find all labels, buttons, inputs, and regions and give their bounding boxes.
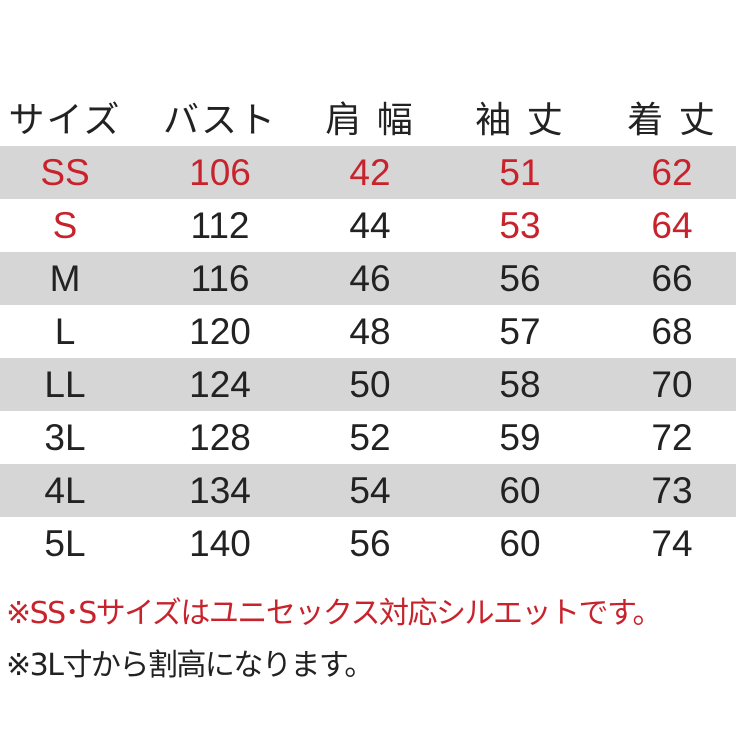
cell-size: 5L xyxy=(44,523,86,564)
cell-sleeve-length: 58 xyxy=(499,364,541,405)
cell-body-length: 64 xyxy=(651,205,693,246)
cell-body-length: 72 xyxy=(651,417,693,458)
cell-bust: 134 xyxy=(189,470,251,511)
cell-shoulder-width: 48 xyxy=(349,311,391,352)
cell-sleeve-length: 53 xyxy=(499,205,541,246)
cell-shoulder-width: 56 xyxy=(349,523,391,564)
cell-bust: 128 xyxy=(189,417,251,458)
table-header: サイズ バスト 肩 幅 袖 丈 着 丈 xyxy=(0,94,736,147)
cell-size: S xyxy=(52,205,78,246)
cell-shoulder-width: 44 xyxy=(349,205,391,246)
cell-bust: 112 xyxy=(190,205,250,246)
cell-shoulder-width: 50 xyxy=(349,364,391,405)
cell-body-length: 68 xyxy=(651,311,693,352)
cell-sleeve-length: 56 xyxy=(499,258,541,299)
cell-size: 3L xyxy=(44,417,86,458)
cell-sleeve-length: 60 xyxy=(499,523,541,564)
cell-shoulder-width: 54 xyxy=(349,470,391,511)
cell-size: 4L xyxy=(44,470,86,511)
cell-shoulder-width: 52 xyxy=(349,417,391,458)
cell-sleeve-length: 59 xyxy=(499,417,541,458)
cell-bust: 120 xyxy=(189,311,251,352)
header-size: サイズ xyxy=(8,100,122,141)
cell-body-length: 62 xyxy=(651,152,693,193)
cell-bust: 106 xyxy=(189,152,251,193)
cell-size: L xyxy=(54,311,76,352)
cell-shoulder-width: 46 xyxy=(349,258,391,299)
table-row: L 120 48 57 68 xyxy=(0,305,736,358)
cell-bust: 140 xyxy=(189,523,251,564)
table-row: M 116 46 56 66 xyxy=(0,252,736,305)
cell-sleeve-length: 57 xyxy=(499,311,541,352)
cell-size: M xyxy=(49,258,81,299)
table-row: 5L 140 56 60 74 xyxy=(0,517,736,570)
cell-sleeve-length: 51 xyxy=(499,152,541,193)
cell-shoulder-width: 42 xyxy=(349,152,391,193)
cell-bust: 116 xyxy=(190,258,250,299)
table-row: SS 106 42 51 62 xyxy=(0,146,736,199)
cell-body-length: 73 xyxy=(651,470,693,511)
note-unisex: ※SS･Sサイズはユニセックス対応シルエットです。 xyxy=(6,596,662,631)
table-row: LL 124 50 58 70 xyxy=(0,358,736,411)
table-row: 3L 128 52 59 72 xyxy=(0,411,736,464)
header-body-length: 着 丈 xyxy=(627,100,717,141)
table-row: 4L 134 54 60 73 xyxy=(0,464,736,517)
header-shoulder-width: 肩 幅 xyxy=(325,100,415,141)
header-sleeve-length: 袖 丈 xyxy=(475,100,565,141)
table-row: S 112 44 53 64 xyxy=(0,199,736,252)
cell-sleeve-length: 60 xyxy=(499,470,541,511)
header-bust: バスト xyxy=(162,100,277,141)
cell-body-length: 70 xyxy=(651,364,693,405)
cell-bust: 124 xyxy=(189,364,251,405)
note-surcharge: ※3L寸から割高になります。 xyxy=(6,648,374,683)
cell-size: SS xyxy=(40,152,90,193)
cell-body-length: 74 xyxy=(651,523,693,564)
cell-size: LL xyxy=(44,364,86,405)
cell-body-length: 66 xyxy=(651,258,693,299)
